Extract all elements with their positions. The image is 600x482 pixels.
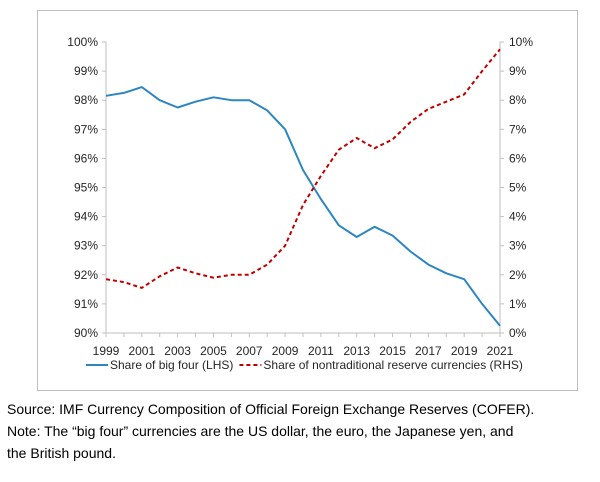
series-line-big-four bbox=[105, 86, 501, 327]
x-tick-label: 2005 bbox=[200, 344, 227, 358]
legend-label: Share of big four (LHS) bbox=[110, 358, 233, 372]
y-right-tick-label: 4% bbox=[509, 210, 527, 224]
y-right-tick-label: 7% bbox=[509, 122, 527, 136]
x-tick-label: 2019 bbox=[451, 344, 478, 358]
x-tick-label: 1999 bbox=[93, 344, 120, 358]
y-left-tick-label: 91% bbox=[74, 297, 98, 311]
y-left-tick-label: 94% bbox=[74, 210, 98, 224]
x-tick-label: 2015 bbox=[379, 344, 406, 358]
line-chart: 90% 91% 92% 93% 94% 95% 96% 97% 98% 99% 100% 0% 1% 2%… bbox=[67, 35, 533, 372]
y-left-tick-label: 92% bbox=[74, 268, 98, 282]
note-caption: Note: The “big four” currencies are the … bbox=[7, 423, 514, 439]
y-left-tick-label: 98% bbox=[74, 93, 98, 107]
y-right-tick-label: 1% bbox=[509, 297, 527, 311]
note-caption-continued: the British pound. bbox=[7, 445, 116, 461]
y-right-tick-label: 5% bbox=[509, 181, 527, 195]
y-right-tick-label: 10% bbox=[509, 35, 533, 49]
series-line-nontraditional bbox=[105, 48, 501, 289]
x-tick-label: 2003 bbox=[164, 344, 191, 358]
y-right-tick-label: 0% bbox=[509, 326, 527, 340]
y-right-tick-label: 2% bbox=[509, 268, 527, 282]
y-left-tick-label: 97% bbox=[74, 122, 98, 136]
y-left-tick-label: 100% bbox=[67, 35, 98, 49]
chart-frame: 90% 91% 92% 93% 94% 95% 96% 97% 98% 99% 100% 0% 1% 2%… bbox=[37, 10, 578, 391]
x-tick-label: 2001 bbox=[128, 344, 155, 358]
x-tick-label: 2013 bbox=[343, 344, 370, 358]
y-left-tick-label: 95% bbox=[74, 181, 98, 195]
x-tick-label: 2021 bbox=[487, 344, 514, 358]
y-left-tick-label: 96% bbox=[74, 151, 98, 165]
x-tick-label: 2011 bbox=[308, 344, 334, 358]
x-tick-label: 2007 bbox=[236, 344, 263, 358]
y-right-tick-label: 6% bbox=[509, 151, 527, 165]
y-left-tick-label: 99% bbox=[74, 64, 98, 78]
y-right-tick-label: 9% bbox=[509, 64, 527, 78]
y-left-tick-label: 90% bbox=[74, 326, 98, 340]
y-left-tick-label: 93% bbox=[74, 239, 98, 253]
x-tick-label: 2017 bbox=[415, 344, 442, 358]
y-right-tick-label: 8% bbox=[509, 93, 527, 107]
source-caption: Source: IMF Currency Composition of Offi… bbox=[7, 401, 535, 417]
y-right-tick-label: 3% bbox=[509, 239, 527, 253]
x-tick-label: 2009 bbox=[272, 344, 299, 358]
legend-label: Share of nontraditional reserve currenci… bbox=[263, 358, 522, 372]
